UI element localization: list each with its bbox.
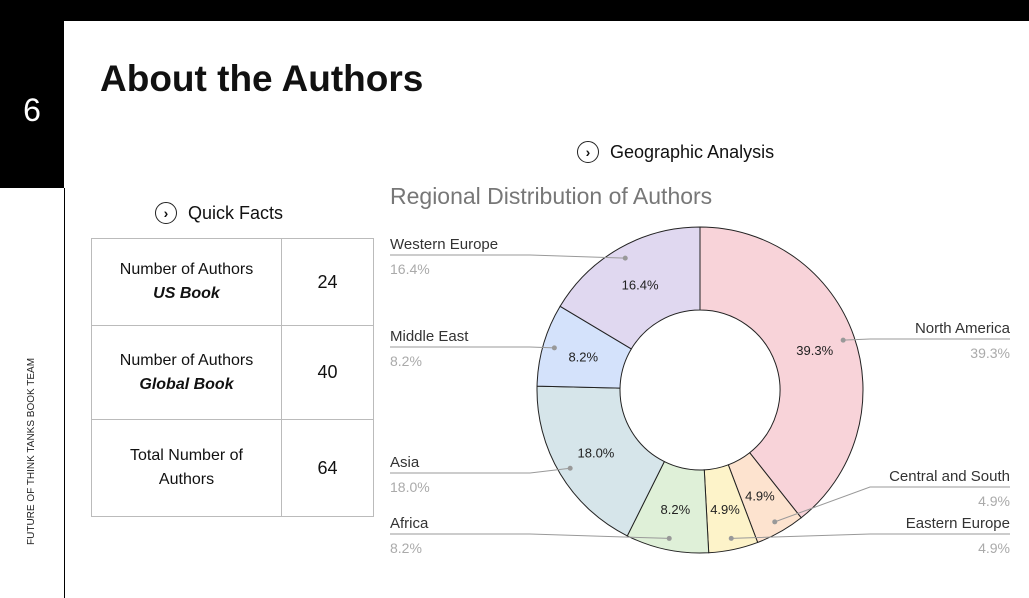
fact-sublabel: Authors [158,471,215,488]
fact-label: Number of Authors [119,261,254,278]
leader-line [731,533,1010,539]
chevron-right-icon: › [155,202,177,224]
page-title: About the Authors [100,58,424,99]
leader-line [843,338,1010,341]
fact-label: Number of Authors [119,351,254,369]
quick-facts-heading: › Quick Facts [155,202,283,224]
legend-value: 8.2% [390,353,422,369]
donut-slice [559,226,701,350]
slice-percent-label: 4.9% [745,489,775,504]
slice-percent-label: 16.4% [622,277,659,292]
fact-label: Total Number of [130,447,243,464]
page-number-block [0,0,64,188]
donut-slice [536,385,665,537]
legend-value: 8.2% [390,540,422,556]
legend-name: Central and South [889,468,1010,485]
slice-percent-label: 8.2% [661,502,691,517]
legend-name: Africa [390,515,429,532]
legend-value: 39.3% [970,345,1010,361]
legend-name: Middle East [390,328,469,345]
top-bar [0,0,1029,21]
slice-percent-label: 18.0% [578,446,615,461]
chart-title: Regional Distribution of Authors [390,183,713,209]
sidebar-divider [64,188,65,598]
legend-value: 4.9% [978,540,1010,556]
chevron-right-icon: › [577,141,599,163]
table-row: Total Number of Authors 64 [91,419,374,517]
donut-slice [699,226,864,519]
fact-value: 64 [281,419,374,517]
leader-line [390,346,555,349]
leader-line [390,254,626,259]
page-number: 6 [23,92,41,128]
legend-name: Western Europe [390,236,498,253]
quick-facts-table: Number of Authors US Book 24 Number of Au… [91,238,374,517]
fact-value: 40 [281,325,374,420]
legend-value: 18.0% [390,479,430,495]
table-row: Number of Authors Global Book 40 [91,325,374,420]
legend-name: North America [915,320,1011,337]
fact-sublabel: US Book [153,285,220,302]
fact-value: 24 [281,238,374,326]
geographic-analysis-heading-label: Geographic Analysis [610,141,775,162]
legend-value: 16.4% [390,261,430,277]
leader-line [390,533,670,539]
legend-name: Asia [390,454,420,471]
legend-value: 4.9% [978,493,1010,509]
slice-percent-label: 4.9% [710,502,740,517]
legend-name: Eastern Europe [906,515,1010,532]
leader-line [774,486,1010,523]
quick-facts-heading-label: Quick Facts [188,202,284,223]
slice-percent-label: 39.3% [796,343,833,358]
slice-percent-label: 8.2% [568,349,598,364]
geographic-analysis-heading: › Geographic Analysis [577,141,774,163]
fact-sublabel: Global Book [139,375,234,393]
leader-line [390,467,571,474]
